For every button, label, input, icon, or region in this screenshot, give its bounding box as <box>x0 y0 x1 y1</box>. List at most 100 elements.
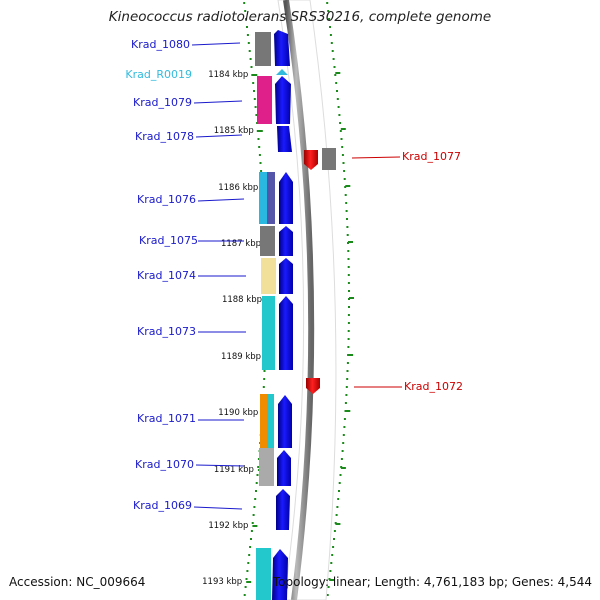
label-krad-1072[interactable]: Krad_1072 <box>404 380 463 393</box>
ruler-dot <box>253 506 256 508</box>
ruler-dot <box>334 74 337 76</box>
ruler-dot <box>343 426 346 428</box>
ruler-dot <box>329 34 332 36</box>
label-krad-1079[interactable]: Krad_1079 <box>133 96 192 109</box>
label-krad-1074[interactable]: Krad_1074 <box>137 269 196 282</box>
box-bottom[interactable] <box>256 548 271 600</box>
ruler-dot <box>338 114 341 116</box>
ruler-dot <box>342 162 345 164</box>
ruler-dot <box>262 386 265 388</box>
arrow-krad-1071[interactable] <box>278 395 292 448</box>
ruler-dot <box>339 122 342 124</box>
ruler-dot <box>248 554 251 556</box>
box-krad-1076a[interactable] <box>259 172 267 224</box>
box-krad-1075[interactable] <box>260 226 275 256</box>
ruler-dot <box>259 162 262 164</box>
ruler-dot <box>245 578 248 580</box>
ruler-dot <box>250 538 252 540</box>
ruler-dot <box>255 490 257 492</box>
ruler-dot <box>346 234 349 236</box>
ruler-dot <box>335 514 338 516</box>
ruler-tick-label: 1192 kbp <box>208 521 248 531</box>
arrow-krad-1078[interactable] <box>277 126 292 152</box>
ruler-tick-label: 1190 kbp <box>218 408 258 418</box>
ruler-dot <box>253 98 256 100</box>
label-krad-1077[interactable]: Krad_1077 <box>402 150 461 163</box>
box-krad-1070[interactable] <box>259 448 274 486</box>
arrow-krad-1070[interactable] <box>277 450 291 486</box>
ruler-dot <box>256 474 259 476</box>
ruler-dot <box>257 458 260 460</box>
ruler-dot <box>343 178 346 180</box>
accession-text: Accession: NC_009664 <box>9 575 146 589</box>
ruler-tick-mark <box>340 128 346 130</box>
label-krad-1071[interactable]: Krad_1071 <box>137 412 196 425</box>
ruler-dot <box>335 82 338 84</box>
ruler-dot <box>340 458 343 460</box>
ruler-dot <box>348 290 350 292</box>
ruler-dot <box>347 338 350 340</box>
label-krad-1076[interactable]: Krad_1076 <box>137 193 196 206</box>
ruler-dot <box>327 586 330 588</box>
genome-title: Kineococcus radiotolerans SRS30216, comp… <box>108 9 492 25</box>
ruler-dot <box>347 330 350 332</box>
backbone-lane <box>277 0 337 600</box>
box-krad-1080[interactable] <box>255 32 271 66</box>
ruler-tick-mark <box>257 130 263 132</box>
ruler-dot <box>338 482 341 484</box>
arrow-krad-1079[interactable] <box>275 76 291 124</box>
box-krad-1074[interactable] <box>261 258 276 294</box>
ruler-dot <box>347 322 350 324</box>
ruler-dot <box>252 514 255 516</box>
ruler-dot <box>337 106 340 108</box>
ruler-dot <box>249 58 252 60</box>
arrow-bottom[interactable] <box>272 549 288 600</box>
arrow-krad-1076[interactable] <box>279 172 293 224</box>
ruler-dot <box>343 418 346 420</box>
box-krad-1076b[interactable] <box>267 172 275 224</box>
ruler-dot <box>247 562 250 564</box>
ruler-dot <box>243 2 246 4</box>
box-krad-1071b[interactable] <box>267 394 274 448</box>
label-krad-1070[interactable]: Krad_1070 <box>135 458 194 471</box>
box-krad-1073[interactable] <box>262 296 275 370</box>
ruler-dot <box>250 66 253 68</box>
arrow-krad-1069[interactable] <box>276 489 290 530</box>
arrow-krad-1075[interactable] <box>279 226 293 256</box>
ruler-dot <box>338 490 340 492</box>
label-krad-1075[interactable]: Krad_1075 <box>139 234 198 247</box>
ruler-dot <box>336 90 338 92</box>
ruler-dot <box>347 274 350 276</box>
label-krad-1069[interactable]: Krad_1069 <box>133 499 192 512</box>
box-krad-1077[interactable] <box>322 148 336 170</box>
forward-strand-track <box>255 30 293 600</box>
ruler-dot <box>342 434 345 436</box>
arrow-krad-1077[interactable] <box>304 150 318 170</box>
arrow-krad-1080[interactable] <box>274 30 290 66</box>
ruler-dot <box>251 522 254 524</box>
arrow-krad-1074[interactable] <box>279 258 293 294</box>
box-krad-1071a[interactable] <box>260 394 267 448</box>
arrow-krad-r0019[interactable] <box>276 69 288 75</box>
label-krad-r0019[interactable]: Krad_R0019 <box>125 68 192 81</box>
box-krad-1079[interactable] <box>257 76 272 124</box>
ruler-dot <box>345 202 348 204</box>
ruler-dot <box>330 42 333 44</box>
ruler-tick-mark <box>348 241 353 243</box>
ruler-dot <box>258 146 261 148</box>
arrow-krad-1073[interactable] <box>279 296 293 370</box>
ruler-tick-label: 1186 kbp <box>218 183 258 193</box>
ruler-dot <box>258 154 261 156</box>
label-krad-1078[interactable]: Krad_1078 <box>135 130 194 143</box>
ruler-dot <box>331 50 334 52</box>
ruler-dot <box>328 18 331 20</box>
ruler-dot <box>327 10 330 12</box>
arrow-krad-1072[interactable] <box>306 378 320 394</box>
ruler-tick-mark <box>335 523 341 525</box>
label-krad-1080[interactable]: Krad_1080 <box>131 38 190 51</box>
ruler-tick-mark <box>252 525 258 527</box>
ruler-dot <box>345 210 348 212</box>
label-krad-1073[interactable]: Krad_1073 <box>137 325 196 338</box>
ruler-dot <box>344 194 347 196</box>
